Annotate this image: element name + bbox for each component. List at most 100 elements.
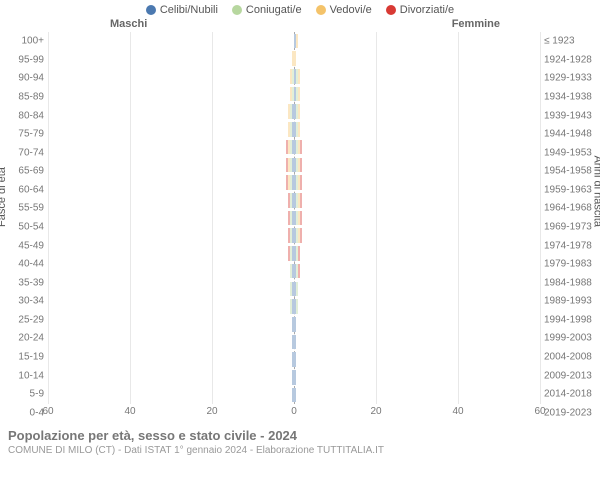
bar-segment [294, 352, 296, 367]
y-tick-right: 1989-1993 [544, 296, 592, 307]
y-tick-left: 100+ [21, 36, 44, 47]
bar-segment [300, 211, 302, 226]
bar-right [294, 87, 300, 102]
bar-segment [300, 175, 302, 190]
bar-right [294, 140, 302, 155]
x-tick: 40 [452, 406, 463, 417]
y-tick-left: 60-64 [18, 184, 44, 195]
bar-right [294, 317, 296, 332]
pyramid-row [48, 264, 540, 279]
y-tick-right: 1964-1968 [544, 203, 592, 214]
bar-right [294, 193, 302, 208]
pyramid-row [48, 299, 540, 314]
pyramid-row [48, 228, 540, 243]
chart-subtitle: COMUNE DI MILO (CT) - Dati ISTAT 1° genn… [8, 445, 592, 456]
y-tick-right: 1954-1958 [544, 166, 592, 177]
y-tick-right: ≤ 1923 [544, 36, 575, 47]
y-tick-right: 1949-1953 [544, 147, 592, 158]
bar-right [294, 299, 298, 314]
y-tick-left: 15-19 [18, 352, 44, 363]
legend-label: Divorziati/e [400, 4, 454, 16]
bar-right [294, 51, 296, 66]
legend-swatch [146, 5, 156, 15]
y-tick-left: 10-14 [18, 370, 44, 381]
bar-segment [296, 282, 298, 297]
bar-segment [298, 104, 300, 119]
bar-segment [298, 87, 300, 102]
y-tick-right: 1984-1988 [544, 277, 592, 288]
pyramid-row [48, 352, 540, 367]
y-tick-right: 1979-1983 [544, 259, 592, 270]
y-axis-left: 100+95-9990-9485-8980-8475-7970-7465-696… [0, 32, 48, 422]
bar-segment [300, 158, 302, 173]
legend-swatch [232, 5, 242, 15]
bar-segment [298, 69, 300, 84]
plot-area: Fasce di età Anni di nascita 100+95-9990… [0, 32, 600, 422]
bars-container [48, 32, 540, 404]
legend-swatch [386, 5, 396, 15]
bar-segment [300, 228, 302, 243]
bar-right [294, 335, 296, 350]
y-tick-left: 80-84 [18, 110, 44, 121]
legend-label: Coniugati/e [246, 4, 302, 16]
female-label: Femmine [452, 18, 500, 30]
y-tick-right: 1999-2003 [544, 333, 592, 344]
bar-right [294, 211, 302, 226]
x-tick: 60 [42, 406, 53, 417]
pyramid-row [48, 370, 540, 385]
y-tick-right: 1974-1978 [544, 240, 592, 251]
y-tick-right: 1939-1943 [544, 110, 592, 121]
y-tick-left: 65-69 [18, 166, 44, 177]
y-tick-left: 5-9 [30, 389, 44, 400]
y-tick-right: 2004-2008 [544, 352, 592, 363]
x-tick: 40 [124, 406, 135, 417]
x-tick: 0 [291, 406, 297, 417]
y-tick-right: 1934-1938 [544, 91, 592, 102]
bar-segment [294, 51, 296, 66]
bar-segment [298, 122, 300, 137]
bar-segment [298, 264, 300, 279]
legend-item: Celibi/Nubili [146, 4, 218, 16]
bar-segment [294, 335, 296, 350]
male-label: Maschi [110, 18, 147, 30]
legend-label: Vedovi/e [330, 4, 372, 16]
x-tick: 60 [534, 406, 545, 417]
legend-label: Celibi/Nubili [160, 4, 218, 16]
bar-segment [300, 140, 302, 155]
bar-left [286, 140, 294, 155]
bar-right [294, 158, 302, 173]
y-tick-left: 45-49 [18, 240, 44, 251]
pyramid-row [48, 34, 540, 49]
bar-segment [296, 299, 298, 314]
y-tick-left: 85-89 [18, 91, 44, 102]
pyramid-row [48, 158, 540, 173]
pyramid-row [48, 246, 540, 261]
bar-right [294, 246, 300, 261]
pyramid-row [48, 87, 540, 102]
x-axis: 6040200204060 [48, 404, 540, 422]
bar-right [294, 175, 302, 190]
y-tick-left: 70-74 [18, 147, 44, 158]
legend-item: Coniugati/e [232, 4, 302, 16]
legend: Celibi/Nubili Coniugati/e Vedovi/e Divorzia… [0, 0, 600, 18]
legend-item: Divorziati/e [386, 4, 454, 16]
pyramid-row [48, 175, 540, 190]
population-pyramid-chart: Celibi/Nubili Coniugati/e Vedovi/e Divorzia… [0, 0, 600, 500]
y-tick-left: 40-44 [18, 259, 44, 270]
pyramid-row [48, 69, 540, 84]
bar-left [286, 158, 294, 173]
y-tick-right: 1929-1933 [544, 73, 592, 84]
bar-segment [296, 34, 298, 49]
bar-segment [294, 317, 296, 332]
pyramid-row [48, 51, 540, 66]
y-tick-left: 35-39 [18, 277, 44, 288]
bar-segment [300, 193, 302, 208]
y-axis-right: ≤ 19231924-19281929-19331934-19381939-19… [540, 32, 600, 422]
chart-footer: Popolazione per età, sesso e stato civil… [0, 422, 600, 456]
y-tick-left: 20-24 [18, 333, 44, 344]
y-tick-right: 2009-2013 [544, 370, 592, 381]
bar-segment [294, 388, 296, 403]
y-tick-left: 50-54 [18, 222, 44, 233]
bar-segment [294, 370, 296, 385]
y-tick-right: 1959-1963 [544, 184, 592, 195]
